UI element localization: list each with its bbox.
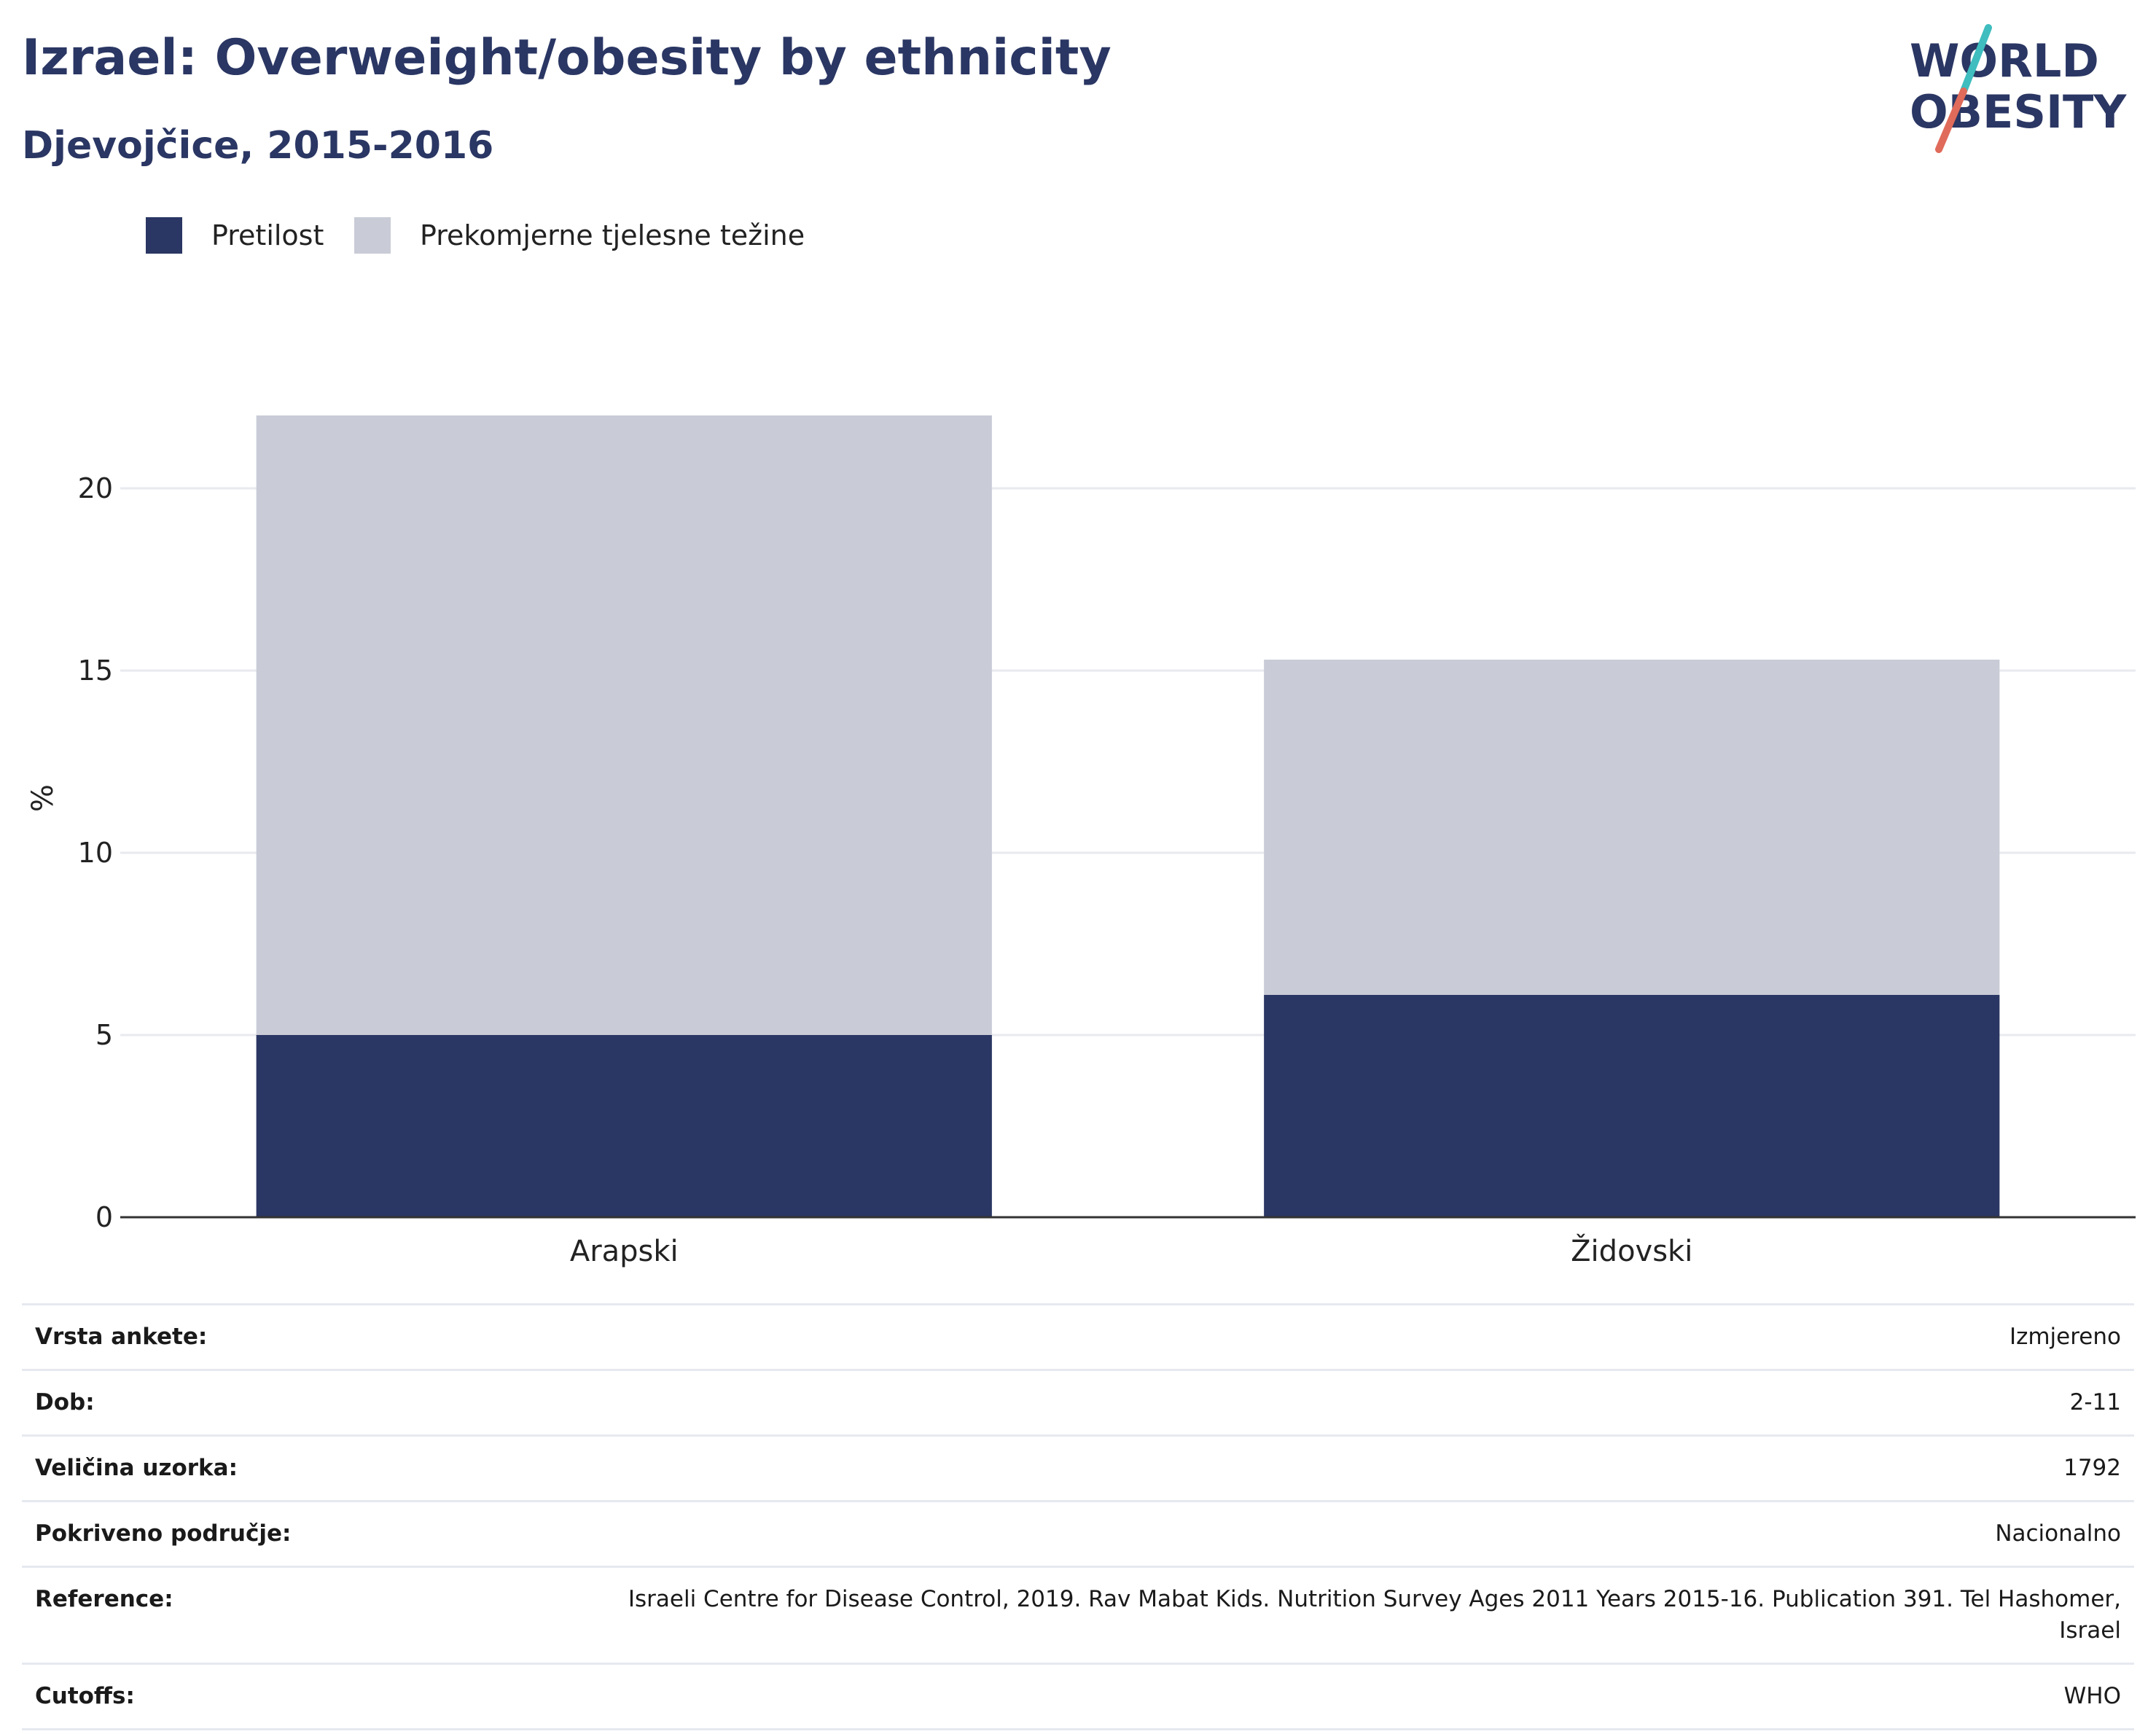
info-row-coverage: Pokriveno područje: Nacionalno: [22, 1501, 2134, 1567]
legend-item-overweight[interactable]: Prekomjerne tjelesne težine: [354, 216, 805, 255]
chart-subtitle: Djevojčice, 2015-2016: [22, 124, 494, 168]
y-tick-label: 10: [78, 837, 113, 869]
info-label: Dob:: [35, 1389, 95, 1415]
info-value: 1792: [2063, 1455, 2121, 1481]
bar-obesity-1[interactable]: [1264, 995, 2000, 1217]
info-label: Pokriveno područje:: [35, 1520, 292, 1547]
info-label: Vrsta ankete:: [35, 1324, 208, 1350]
info-row-cutoffs: Cutoffs: WHO: [22, 1663, 2134, 1730]
info-table: Vrsta ankete: Izmjereno Dob: 2-11 Veliči…: [22, 1303, 2134, 1730]
world-obesity-logo: WORLD OBESITY: [1910, 24, 2127, 153]
info-row-age: Dob: 2-11: [22, 1370, 2134, 1436]
bar-chart: 0 5 10 15 20% Arapski Židovski: [26, 415, 2136, 1268]
info-label: Reference:: [35, 1586, 173, 1612]
y-tick-label: 5: [95, 1019, 113, 1051]
logo-teal-slash: [1960, 24, 1992, 95]
x-tick-label: Židovski: [1571, 1233, 1692, 1268]
logo-coral-slash: [1935, 87, 1967, 153]
chart-title: Izrael: Overweight/obesity by ethnicity: [22, 29, 1112, 87]
y-tick-label: 0: [95, 1201, 113, 1233]
legend-swatch-overweight: [354, 217, 391, 254]
info-label: Cutoffs:: [35, 1683, 135, 1709]
y-tick-label: 20: [78, 472, 113, 504]
info-value: 2-11: [2069, 1389, 2121, 1415]
legend-swatch-obesity: [146, 217, 182, 254]
y-tick-label: 15: [78, 655, 113, 687]
bar-overweight-1[interactable]: [1264, 660, 2000, 995]
logo-line2: OBESITY: [1910, 85, 2127, 138]
info-row-sample-size: Veličina uzorka: 1792: [22, 1435, 2134, 1501]
logo-line1: WORLD: [1910, 34, 2099, 87]
info-value: WHO: [2063, 1683, 2121, 1709]
bar-overweight-0[interactable]: [256, 415, 992, 1035]
info-row-reference: Reference: Israeli Centre for Disease Co…: [22, 1566, 2134, 1664]
legend-item-obesity[interactable]: Pretilost: [146, 216, 324, 255]
y-axis-label: %: [26, 784, 60, 812]
bar-obesity-0[interactable]: [256, 1035, 992, 1217]
x-tick-label: Arapski: [570, 1235, 679, 1268]
info-label: Veličina uzorka:: [35, 1455, 238, 1481]
info-value: Nacionalno: [1995, 1520, 2121, 1547]
legend-label-overweight: Prekomjerne tjelesne težine: [420, 219, 805, 251]
legend-label-obesity: Pretilost: [211, 219, 324, 251]
info-row-survey-type: Vrsta ankete: Izmjereno: [22, 1304, 2134, 1370]
info-value: Izmjereno: [2009, 1324, 2121, 1350]
info-value: Israeli Centre for Disease Control, 2019…: [628, 1586, 2121, 1644]
